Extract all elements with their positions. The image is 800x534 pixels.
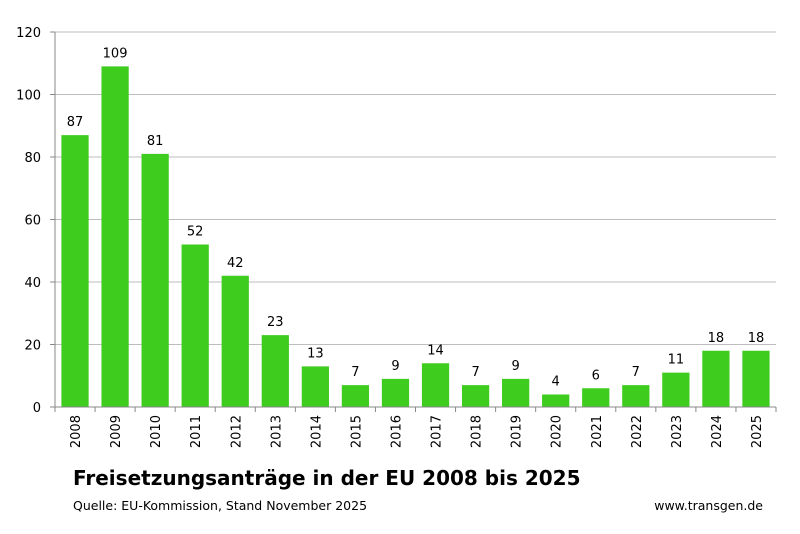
data-label: 7 — [351, 365, 359, 380]
x-axis-ticks: 2008 2009 2010 2011 2012 2013 2014 2015 2016 2017… — [54, 407, 777, 448]
bar — [622, 385, 650, 407]
data-label: 14 — [427, 343, 444, 358]
data-label: 18 — [708, 331, 725, 346]
bar — [381, 378, 410, 407]
data-label: 9 — [511, 359, 519, 374]
data-label: 13 — [307, 346, 324, 361]
data-label: 109 — [103, 46, 128, 61]
data-label: 7 — [471, 365, 479, 380]
y-tick-label: 120 — [16, 26, 41, 41]
x-tick-label: 2025 — [750, 415, 765, 448]
data-label: 81 — [147, 134, 164, 149]
data-label: 9 — [391, 359, 399, 374]
x-tick-label: 2022 — [630, 415, 645, 448]
gridlines — [55, 31, 776, 345]
data-label: 42 — [227, 256, 244, 271]
x-tick-label: 2019 — [510, 415, 525, 448]
x-tick-label: 2010 — [149, 415, 164, 448]
y-tick-label: 100 — [16, 89, 41, 104]
x-tick-label: 2009 — [109, 415, 124, 448]
data-label: 4 — [552, 375, 560, 390]
bar — [221, 275, 249, 407]
website-link[interactable]: www.transgen.de — [654, 498, 763, 513]
bars — [61, 66, 770, 407]
data-label: 11 — [668, 353, 685, 368]
x-tick-label: 2023 — [670, 415, 685, 448]
data-label: 18 — [748, 331, 765, 346]
x-tick-label: 2018 — [470, 415, 485, 448]
y-axis-ticks: 0 20 40 60 80 100 120 — [16, 26, 56, 416]
bar — [61, 135, 89, 407]
chart-title: Freisetzungsanträge in der EU 2008 bis 2… — [73, 466, 581, 490]
x-tick-label: 2013 — [269, 415, 284, 448]
y-tick-label: 60 — [24, 214, 41, 229]
x-tick-label: 2016 — [389, 415, 404, 448]
x-tick-label: 2020 — [550, 415, 565, 448]
bar — [101, 66, 129, 407]
bar — [301, 366, 329, 407]
x-tick-label: 2011 — [189, 415, 204, 448]
x-tick-label: 2008 — [69, 415, 84, 448]
data-label: 7 — [632, 365, 640, 380]
y-tick-label: 40 — [24, 276, 41, 291]
bar — [702, 350, 730, 407]
data-label: 23 — [267, 315, 284, 330]
bar — [181, 244, 209, 407]
data-label: 87 — [67, 115, 84, 130]
bar — [502, 378, 530, 407]
x-tick-label: 2014 — [309, 415, 324, 448]
bar — [542, 394, 570, 407]
y-tick-label: 80 — [24, 151, 41, 166]
bar — [141, 153, 169, 407]
x-tick-label: 2021 — [590, 415, 605, 448]
bar — [341, 385, 370, 407]
bar — [582, 388, 610, 407]
bar — [261, 335, 289, 407]
x-tick-label: 2015 — [349, 415, 364, 448]
data-label: 52 — [187, 225, 204, 240]
data-labels: 87 109 81 52 42 23 13 7 9 14 7 9 4 6 7 11 18 18 — [67, 46, 764, 389]
x-tick-label: 2024 — [710, 415, 725, 448]
y-tick-label: 0 — [33, 401, 41, 416]
data-label: 6 — [592, 368, 600, 383]
chart-source: Quelle: EU-Kommission, Stand November 20… — [73, 498, 368, 513]
bar — [421, 363, 450, 407]
bar — [662, 372, 690, 407]
x-tick-label: 2012 — [229, 415, 244, 448]
y-tick-label: 20 — [24, 339, 41, 354]
x-tick-label: 2017 — [430, 415, 445, 448]
bar — [742, 350, 770, 407]
bar — [461, 385, 490, 407]
